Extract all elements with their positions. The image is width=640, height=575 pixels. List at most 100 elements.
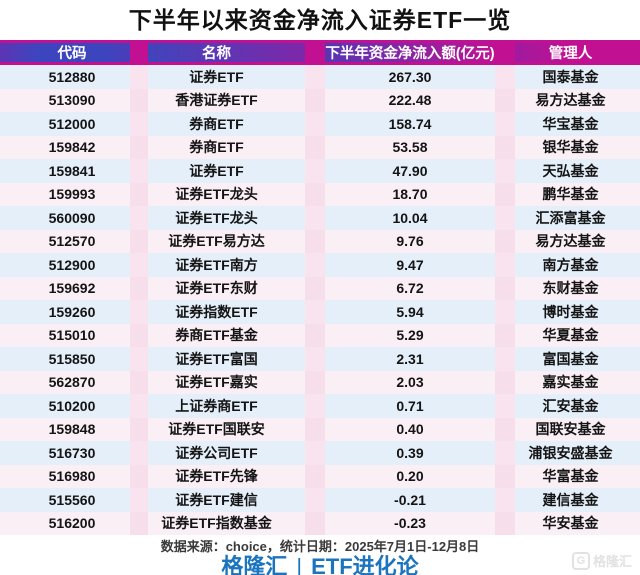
table-row: 159842 券商ETF 53.58 银华基金 bbox=[0, 135, 640, 159]
brand-separator: | bbox=[296, 554, 303, 575]
table-row: 159692 证券ETF东财 6.72 东财基金 bbox=[0, 276, 640, 300]
name-cell: 券商ETF bbox=[148, 112, 305, 136]
etf-table: 代码 名称 下半年资金净流入额(亿元) 管理人 512880 证券ETF 267.3… bbox=[0, 40, 640, 535]
manager-cell: 博时基金 bbox=[515, 300, 640, 324]
code-cell: 159841 bbox=[0, 159, 130, 183]
inflow-cell: 18.70 bbox=[325, 182, 495, 206]
name-cell: 证券ETF建信 bbox=[148, 488, 305, 512]
manager-cell: 汇添富基金 bbox=[515, 206, 640, 230]
inflow-cell: 0.39 bbox=[325, 441, 495, 465]
code-cell: 516200 bbox=[0, 511, 130, 535]
name-cell: 上证券商ETF bbox=[148, 394, 305, 418]
table-row: 515850 证券ETF富国 2.31 富国基金 bbox=[0, 347, 640, 371]
table-row: 510200 上证券商ETF 0.71 汇安基金 bbox=[0, 394, 640, 418]
gelonghui-watermark: G 格隆汇 bbox=[571, 551, 632, 570]
code-cell: 159692 bbox=[0, 276, 130, 300]
watermark-text: 格隆汇 bbox=[592, 554, 632, 569]
table-row: 512880 证券ETF 267.30 国泰基金 bbox=[0, 65, 640, 89]
brand-channel: ETF进化论 bbox=[311, 554, 419, 575]
code-cell: 512880 bbox=[0, 65, 130, 89]
table-row: 516980 证券ETF先锋 0.20 华富基金 bbox=[0, 464, 640, 488]
manager-cell: 华宝基金 bbox=[515, 112, 640, 136]
manager-cell: 国联安基金 bbox=[515, 417, 640, 441]
name-cell: 证券ETF东财 bbox=[148, 276, 305, 300]
inflow-cell: 158.74 bbox=[325, 112, 495, 136]
manager-cell: 东财基金 bbox=[515, 276, 640, 300]
manager-cell: 天弘基金 bbox=[515, 159, 640, 183]
name-cell: 证券ETF富国 bbox=[148, 347, 305, 371]
gelonghui-logo-icon: G bbox=[571, 551, 590, 570]
name-cell: 证券ETF指数基金 bbox=[148, 511, 305, 535]
name-cell: 证券ETF国联安 bbox=[148, 417, 305, 441]
manager-cell: 鹏华基金 bbox=[515, 182, 640, 206]
table-row: 515010 券商ETF基金 5.29 华夏基金 bbox=[0, 323, 640, 347]
table-row: 512000 券商ETF 158.74 华宝基金 bbox=[0, 112, 640, 136]
inflow-cell: 47.90 bbox=[325, 159, 495, 183]
name-cell: 香港证券ETF bbox=[148, 88, 305, 112]
brand-name: 格隆汇 bbox=[221, 554, 288, 575]
code-cell: 515010 bbox=[0, 323, 130, 347]
code-cell: 516730 bbox=[0, 441, 130, 465]
inflow-cell: 6.72 bbox=[325, 276, 495, 300]
code-cell: 516980 bbox=[0, 464, 130, 488]
code-cell: 510200 bbox=[0, 394, 130, 418]
table-row: 562870 证券ETF嘉实 2.03 嘉实基金 bbox=[0, 370, 640, 394]
table-row: 513090 香港证券ETF 222.48 易方达基金 bbox=[0, 88, 640, 112]
table-row: 159841 证券ETF 47.90 天弘基金 bbox=[0, 159, 640, 183]
table-row: 560090 证券ETF龙头 10.04 汇添富基金 bbox=[0, 206, 640, 230]
header-manager: 管理人 bbox=[515, 43, 640, 62]
manager-cell: 浦银安盛基金 bbox=[515, 441, 640, 465]
manager-cell: 华富基金 bbox=[515, 464, 640, 488]
name-cell: 证券ETF南方 bbox=[148, 253, 305, 277]
header-inflow: 下半年资金净流入额(亿元) bbox=[325, 43, 495, 62]
inflow-cell: 0.71 bbox=[325, 394, 495, 418]
table-body: 512880 证券ETF 267.30 国泰基金 513090 香港证券ETF 222.48… bbox=[0, 65, 640, 535]
name-cell: 证券指数ETF bbox=[148, 300, 305, 324]
inflow-cell: 222.48 bbox=[325, 88, 495, 112]
code-cell: 159993 bbox=[0, 182, 130, 206]
inflow-cell: 10.04 bbox=[325, 206, 495, 230]
table-row: 515560 证券ETF建信 -0.21 建信基金 bbox=[0, 488, 640, 512]
code-cell: 513090 bbox=[0, 88, 130, 112]
table-header: 代码 名称 下半年资金净流入额(亿元) 管理人 bbox=[0, 40, 640, 65]
manager-cell: 易方达基金 bbox=[515, 88, 640, 112]
name-cell: 证券ETF bbox=[148, 159, 305, 183]
inflow-cell: 5.94 bbox=[325, 300, 495, 324]
table-row: 516730 证券公司ETF 0.39 浦银安盛基金 bbox=[0, 441, 640, 465]
manager-cell: 南方基金 bbox=[515, 253, 640, 277]
code-cell: 515560 bbox=[0, 488, 130, 512]
table-row: 512900 证券ETF南方 9.47 南方基金 bbox=[0, 253, 640, 277]
name-cell: 证券ETF龙头 bbox=[148, 206, 305, 230]
name-cell: 证券ETF先锋 bbox=[148, 464, 305, 488]
table-row: 159848 证券ETF国联安 0.40 国联安基金 bbox=[0, 417, 640, 441]
inflow-cell: 9.76 bbox=[325, 229, 495, 253]
code-cell: 159848 bbox=[0, 417, 130, 441]
manager-cell: 国泰基金 bbox=[515, 65, 640, 89]
manager-cell: 嘉实基金 bbox=[515, 370, 640, 394]
inflow-cell: 0.20 bbox=[325, 464, 495, 488]
code-cell: 560090 bbox=[0, 206, 130, 230]
inflow-cell: 9.47 bbox=[325, 253, 495, 277]
table-row: 516200 证券ETF指数基金 -0.23 华安基金 bbox=[0, 511, 640, 535]
page-title: 下半年以来资金净流入证券ETF一览 bbox=[128, 7, 512, 33]
manager-cell: 富国基金 bbox=[515, 347, 640, 371]
header-code: 代码 bbox=[0, 43, 130, 62]
manager-cell: 汇安基金 bbox=[515, 394, 640, 418]
code-cell: 515850 bbox=[0, 347, 130, 371]
brand-line: 格隆汇 | ETF进化论 bbox=[0, 556, 640, 575]
table-row: 512570 证券ETF易方达 9.76 易方达基金 bbox=[0, 229, 640, 253]
name-cell: 券商ETF bbox=[148, 135, 305, 159]
name-cell: 证券ETF嘉实 bbox=[148, 370, 305, 394]
code-cell: 159842 bbox=[0, 135, 130, 159]
name-cell: 证券ETF bbox=[148, 65, 305, 89]
inflow-cell: 2.31 bbox=[325, 347, 495, 371]
data-source-note: 数据来源：choice，统计日期：2025年7月1日-12月8日 bbox=[160, 539, 480, 554]
inflow-cell: 5.29 bbox=[325, 323, 495, 347]
manager-cell: 建信基金 bbox=[515, 488, 640, 512]
code-cell: 159260 bbox=[0, 300, 130, 324]
header-name: 名称 bbox=[148, 43, 305, 62]
table-row: 159993 证券ETF龙头 18.70 鹏华基金 bbox=[0, 182, 640, 206]
inflow-cell: 53.58 bbox=[325, 135, 495, 159]
name-cell: 券商ETF基金 bbox=[148, 323, 305, 347]
